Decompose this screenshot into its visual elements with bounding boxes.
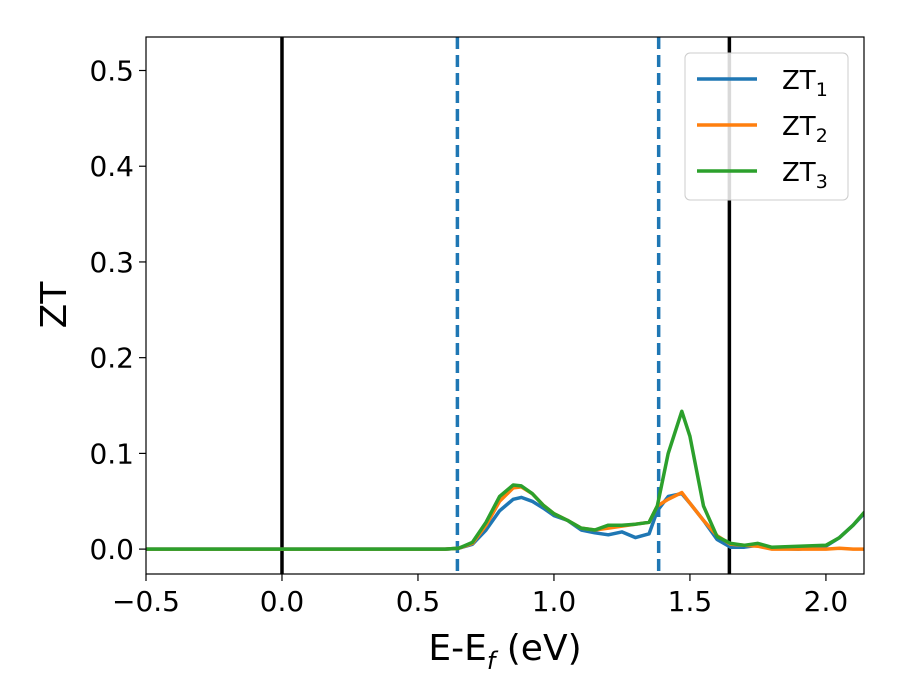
x-axis-ticks: −0.5 0.0 0.5 1.0 1.5 2.0 [112, 574, 848, 618]
legend: ZT1 ZT2 ZT3 [684, 52, 849, 201]
x-axis-label: E-Ef (eV) [428, 628, 581, 675]
plot-frame [145, 36, 865, 575]
x-tick-label: 2.0 [804, 585, 849, 618]
legend-label-zt3: ZT3 [782, 158, 828, 193]
x-tick-label: −0.5 [112, 585, 180, 618]
y-tick-label: 0.4 [89, 150, 134, 183]
x-tick-label: 1.0 [532, 585, 577, 618]
series-line-zt3 [146, 409, 864, 551]
y-tick-label: 0.5 [89, 55, 134, 88]
y-axis-ticks: 0.0 0.1 0.2 0.3 0.4 0.5 [89, 55, 146, 566]
x-tick-label: 0.0 [260, 585, 305, 618]
y-tick-label: 0.1 [89, 437, 134, 470]
x-tick-label: 0.5 [396, 585, 441, 618]
x-axis-label-unit: (eV) [495, 628, 581, 669]
series-lines [146, 409, 864, 551]
legend-label-zt2: ZT2 [782, 112, 828, 147]
legend-label-zt1: ZT1 [782, 66, 828, 101]
y-tick-label: 0.3 [89, 246, 134, 279]
y-tick-label: 0.0 [89, 533, 134, 566]
legend-box [684, 52, 849, 201]
y-tick-label: 0.2 [89, 342, 134, 375]
y-axis-label: ZT [34, 281, 75, 329]
x-tick-label: 1.5 [668, 585, 713, 618]
